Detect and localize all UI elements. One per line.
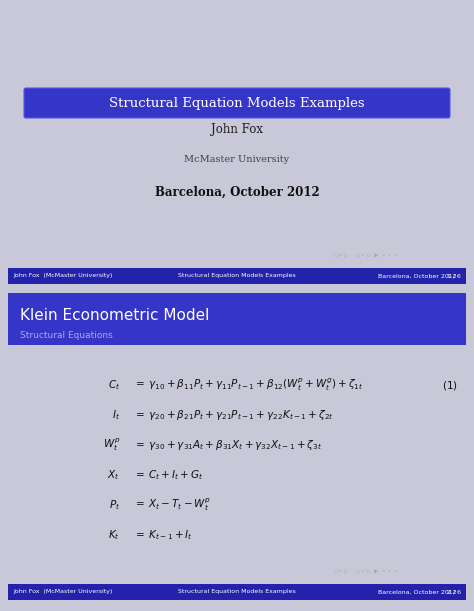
Text: $\triangleleft \circ \triangleright \cdot \triangleleft \circ \triangleright \; : $\triangleleft \circ \triangleright \cdo… (333, 568, 398, 576)
Text: Barcelona, October 2012: Barcelona, October 2012 (378, 590, 456, 595)
Text: $C_t$: $C_t$ (108, 378, 120, 392)
Text: Structural Equation Models Examples: Structural Equation Models Examples (109, 97, 365, 109)
Text: $(1)$: $(1)$ (442, 378, 458, 392)
Text: $= \; C_t + I_t + G_t$: $= \; C_t + I_t + G_t$ (133, 468, 204, 482)
FancyBboxPatch shape (8, 268, 466, 284)
Text: $= \; \gamma_{30} + \gamma_{31}A_t + \beta_{31}X_t + \gamma_{32}X_{t-1} + \zeta_: $= \; \gamma_{30} + \gamma_{31}A_t + \be… (133, 438, 322, 452)
Text: 1 / 6: 1 / 6 (447, 274, 461, 279)
Text: John Fox  (McMaster University): John Fox (McMaster University) (13, 590, 112, 595)
Text: $= \; \gamma_{20} + \beta_{21}P_t + \gamma_{21}P_{t-1} + \gamma_{22}K_{t-1} + \z: $= \; \gamma_{20} + \beta_{21}P_t + \gam… (133, 408, 334, 422)
Text: Klein Econometric Model: Klein Econometric Model (20, 307, 210, 323)
Text: $\triangleleft \circ \triangleright \cdot \triangleleft \circ \triangleright \; : $\triangleleft \circ \triangleright \cdo… (333, 252, 398, 260)
Text: John Fox: John Fox (211, 122, 263, 136)
Text: John Fox  (McMaster University): John Fox (McMaster University) (13, 274, 112, 279)
Text: $I_t$: $I_t$ (112, 408, 120, 422)
FancyBboxPatch shape (8, 584, 466, 600)
Text: Barcelona, October 2012: Barcelona, October 2012 (378, 274, 456, 279)
Text: $W_t^p$: $W_t^p$ (103, 437, 120, 453)
Text: $= \; K_{t-1} + I_t$: $= \; K_{t-1} + I_t$ (133, 528, 193, 542)
Text: $P_t$: $P_t$ (109, 498, 120, 512)
Text: Structural Equation Models Examples: Structural Equation Models Examples (178, 590, 296, 595)
FancyBboxPatch shape (8, 293, 466, 345)
FancyBboxPatch shape (24, 88, 450, 118)
Text: $K_t$: $K_t$ (108, 528, 120, 542)
Text: $X_t$: $X_t$ (108, 468, 120, 482)
Text: $= \; X_t - T_t - W_t^p$: $= \; X_t - T_t - W_t^p$ (133, 497, 211, 513)
Text: Structural Equation Models Examples: Structural Equation Models Examples (178, 274, 296, 279)
Text: Barcelona, October 2012: Barcelona, October 2012 (155, 186, 319, 199)
Text: McMaster University: McMaster University (184, 155, 290, 164)
Text: 2 / 6: 2 / 6 (447, 590, 461, 595)
Text: Structural Equations: Structural Equations (20, 331, 113, 340)
Text: $= \; \gamma_{10} + \beta_{11}P_t + \gamma_{11}P_{t-1} + \beta_{12}(W_t^p + W_t^: $= \; \gamma_{10} + \beta_{11}P_t + \gam… (133, 377, 364, 393)
